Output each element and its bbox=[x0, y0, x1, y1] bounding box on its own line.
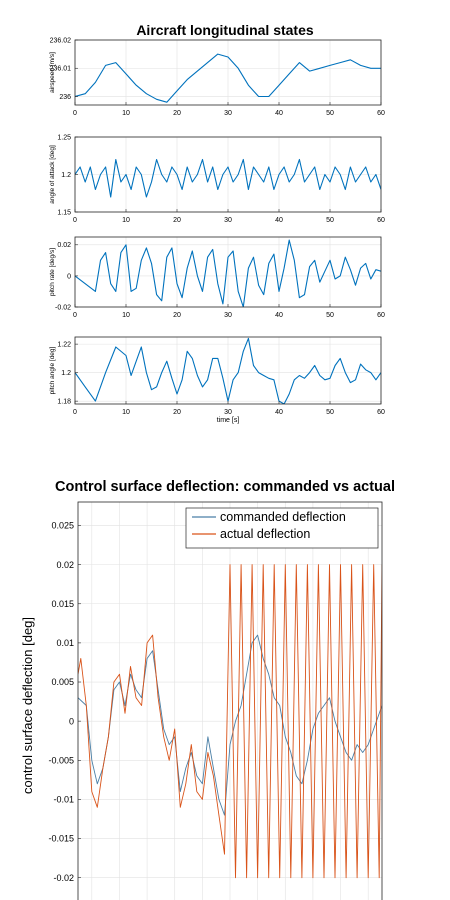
x-tick-label: 50 bbox=[326, 217, 334, 224]
series-line-1 bbox=[78, 634, 382, 816]
axes-frame bbox=[77, 501, 383, 900]
x-tick-label: 40 bbox=[275, 217, 283, 224]
y-tick-label: 1.25 bbox=[57, 134, 71, 141]
y-axis-label: angle of attack [deg] bbox=[49, 145, 56, 204]
series-line-2 bbox=[78, 564, 382, 879]
y-tick-label: -0.005 bbox=[48, 755, 74, 765]
legend: commanded deflection actual deflection bbox=[185, 507, 379, 549]
x-tick-label: 10 bbox=[122, 110, 130, 117]
x-tick-label: 30 bbox=[224, 312, 232, 319]
y-tick-label: -0.01 bbox=[53, 795, 74, 805]
x-tick-label: 40 bbox=[275, 312, 283, 319]
y-tick-label: 0 bbox=[67, 273, 71, 280]
series-line-1 bbox=[75, 53, 381, 103]
y-tick-label: 236 bbox=[59, 94, 71, 101]
chart-5: 510152025303540455055-0.02-0.015-0.01-0.… bbox=[20, 501, 383, 900]
y-tick-label: 0 bbox=[69, 716, 74, 726]
y-axis-label: airspeed [m/s] bbox=[49, 52, 56, 93]
figure-top-title: Aircraft longitudinal states bbox=[136, 22, 314, 38]
y-tick-label: 0.01 bbox=[56, 638, 74, 648]
x-tick-label: 40 bbox=[275, 409, 283, 416]
figure-bottom-title: Control surface deflection: commanded vs… bbox=[54, 479, 396, 495]
y-tick-label: 236.01 bbox=[50, 66, 72, 73]
chart-1: 0 10 20 30 40 50 60 236 236.01 236.02 airspeed [m/… bbox=[49, 37, 385, 117]
figure-bottom: Control surface deflection: commanded vs… bbox=[0, 460, 450, 900]
y-axis-label: pitch rate [deg/s] bbox=[49, 248, 56, 296]
y-tick-label: 236.02 bbox=[50, 37, 72, 44]
x-tick-label: 30 bbox=[224, 409, 232, 416]
x-tick-label: 50 bbox=[326, 409, 334, 416]
x-tick-label: 60 bbox=[377, 217, 385, 224]
x-tick-label: 10 bbox=[122, 409, 130, 416]
y-axis-label: control surface deflection [deg] bbox=[20, 617, 35, 794]
y-tick-label: 1.2 bbox=[61, 370, 71, 377]
legend-label-1: commanded deflection bbox=[220, 510, 346, 524]
legend-box bbox=[185, 507, 379, 549]
x-tick-label: 20 bbox=[173, 312, 181, 319]
x-tick-label: 20 bbox=[173, 217, 181, 224]
figure-top: Aircraft longitudinal states 0 10 20 30 40 50… bbox=[0, 0, 450, 440]
x-tick-label: 50 bbox=[326, 312, 334, 319]
series-line-1 bbox=[75, 239, 381, 307]
x-tick-label: 0 bbox=[73, 312, 77, 319]
y-tick-label: -0.02 bbox=[55, 304, 71, 311]
legend-label-2: actual deflection bbox=[220, 527, 310, 541]
x-tick-label: 50 bbox=[326, 110, 334, 117]
y-tick-label: 1.18 bbox=[57, 399, 71, 406]
x-tick-label: 10 bbox=[122, 312, 130, 319]
y-tick-label: 1.2 bbox=[61, 172, 71, 179]
figure-bottom-svg: 510152025303540455055-0.02-0.015-0.01-0.… bbox=[20, 501, 383, 900]
x-tick-label: 10 bbox=[122, 217, 130, 224]
figure-top-svg: 0 10 20 30 40 50 60 236 236.01 236.02 airspeed [m/… bbox=[49, 37, 385, 424]
x-tick-label: 0 bbox=[73, 409, 77, 416]
x-tick-label: 0 bbox=[73, 110, 77, 117]
y-tick-label: 0.02 bbox=[56, 560, 74, 570]
x-tick-label: 20 bbox=[173, 409, 181, 416]
y-tick-label: 0.015 bbox=[51, 599, 74, 609]
x-tick-label: 20 bbox=[173, 110, 181, 117]
series-line-1 bbox=[75, 337, 381, 404]
x-tick-label: 60 bbox=[377, 409, 385, 416]
y-axis-label: pitch angle [deg] bbox=[49, 346, 56, 394]
x-tick-label: 40 bbox=[275, 110, 283, 117]
x-tick-label: 0 bbox=[73, 217, 77, 224]
x-tick-label: 60 bbox=[377, 110, 385, 117]
series-line-1 bbox=[75, 158, 381, 198]
y-tick-label: -0.015 bbox=[48, 834, 74, 844]
y-tick-label: 1.22 bbox=[57, 342, 71, 349]
y-tick-label: -0.02 bbox=[53, 873, 74, 883]
x-tick-label: 60 bbox=[377, 312, 385, 319]
y-tick-label: 0.02 bbox=[57, 242, 71, 249]
x-axis-label: time [s] bbox=[217, 417, 240, 424]
x-tick-label: 30 bbox=[224, 110, 232, 117]
x-tick-label: 30 bbox=[224, 217, 232, 224]
y-tick-label: 1.15 bbox=[57, 209, 71, 216]
y-tick-label: 0.025 bbox=[51, 521, 74, 531]
y-tick-label: 0.005 bbox=[51, 677, 74, 687]
